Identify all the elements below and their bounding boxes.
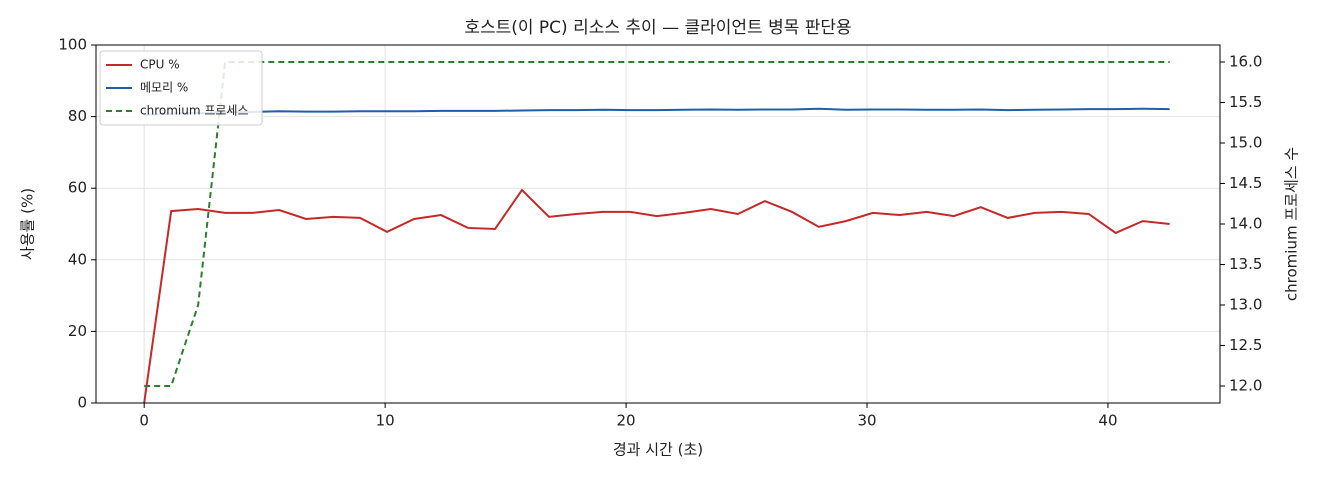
y2-axis-label: chromium 프로세스 수 bbox=[1283, 147, 1301, 301]
legend: CPU % 메모리 % chromium 프로세스 bbox=[99, 50, 263, 126]
legend-label: chromium 프로세스 bbox=[140, 104, 249, 118]
y-tick-label: 100 bbox=[58, 36, 87, 54]
y-axis-label: 사용률 (%) bbox=[19, 188, 37, 260]
x-axis-label: 경과 시간 (초) bbox=[613, 441, 703, 459]
x-tick-label: 30 bbox=[857, 412, 876, 430]
legend-label: 메모리 % bbox=[140, 81, 188, 95]
legend-label: CPU % bbox=[140, 58, 180, 72]
y-tick-label: 40 bbox=[68, 250, 87, 268]
series-line bbox=[143, 188, 1170, 404]
y-tick-label: 80 bbox=[68, 107, 87, 125]
y2-tick-label: 13.0 bbox=[1229, 295, 1262, 313]
y-tick-label: 20 bbox=[68, 322, 87, 340]
plot-frame bbox=[95, 44, 1221, 404]
y-tick-label: 60 bbox=[68, 179, 87, 197]
x-tick-label: 10 bbox=[376, 412, 395, 430]
y2-tick-label: 14.0 bbox=[1229, 215, 1262, 233]
y2-tick-label: 13.5 bbox=[1229, 255, 1262, 273]
y2-tick-label: 14.5 bbox=[1229, 174, 1262, 192]
x-tick-label: 0 bbox=[139, 412, 149, 430]
y2-tick-label: 12.0 bbox=[1229, 376, 1262, 394]
chart-title: 호스트(이 PC) 리소스 추이 — 클라이언트 병목 판단용 bbox=[464, 18, 851, 38]
y2-tick-label: 16.0 bbox=[1229, 53, 1262, 71]
series-line bbox=[144, 61, 1170, 387]
y2-tick-label: 15.5 bbox=[1229, 93, 1262, 111]
x-tick-label: 20 bbox=[617, 412, 636, 430]
y2-tick-label: 12.5 bbox=[1229, 336, 1262, 354]
y2-tick-label: 15.0 bbox=[1229, 134, 1262, 152]
y-tick-label: 0 bbox=[77, 394, 87, 412]
x-tick-label: 40 bbox=[1098, 412, 1117, 430]
series-line bbox=[144, 107, 1170, 116]
legend-box bbox=[99, 50, 263, 126]
